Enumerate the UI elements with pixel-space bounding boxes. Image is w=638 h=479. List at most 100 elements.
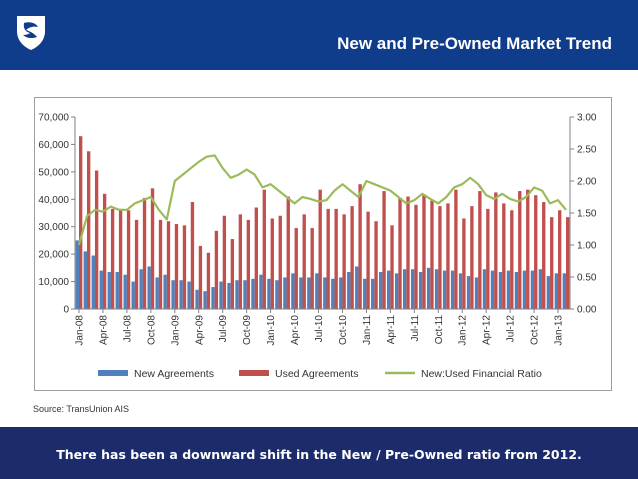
bar-new-agreements [155, 277, 159, 309]
bar-new-agreements [139, 269, 143, 309]
bar-new-agreements [171, 280, 175, 309]
bar-new-agreements [450, 270, 455, 309]
bar-new-agreements [323, 277, 327, 309]
bar-used-agreements [390, 225, 394, 309]
source-note: Source: TransUnion AIS [33, 404, 130, 414]
bar-new-agreements [75, 240, 79, 309]
bar-new-agreements [243, 280, 247, 309]
x-tick-label: Apr-10 [290, 315, 301, 345]
bar-used-agreements [382, 191, 386, 309]
bar-used-agreements [414, 204, 418, 309]
bar-new-agreements [418, 271, 423, 309]
bar-used-agreements [150, 188, 155, 309]
bar-new-agreements [562, 273, 567, 309]
bar-new-agreements [227, 282, 231, 309]
y-right-tick-label: 2.50 [577, 145, 597, 156]
x-tick-label: Jan-12 [458, 315, 469, 346]
bar-used-agreements [302, 214, 306, 309]
market-trend-chart: 0 10,000 20,000 30,000 40,000 50,000 60,000 70,… [38, 113, 597, 381]
legend-label-used: Used Agreements [275, 368, 358, 380]
bar-new-agreements [99, 270, 103, 309]
bar-used-agreements [478, 191, 482, 309]
bar-used-agreements [158, 219, 163, 309]
bar-used-agreements [142, 197, 147, 309]
bar-used-agreements [366, 211, 370, 309]
bar-new-agreements [107, 271, 111, 309]
bar-used-agreements [102, 193, 107, 309]
bar-new-agreements [387, 270, 391, 309]
bar-new-agreements [394, 273, 399, 309]
x-tick-label: Jul-09 [218, 315, 229, 343]
bar-new-agreements [402, 269, 407, 309]
legend-swatch-used [239, 370, 269, 376]
x-tick-label: Apr-11 [386, 315, 397, 345]
bar-used-agreements [550, 217, 554, 309]
x-tick-label: Apr-12 [482, 315, 493, 345]
bar-used-agreements [486, 208, 490, 309]
bar-new-agreements [203, 291, 207, 309]
bar-new-agreements [83, 251, 87, 309]
bar-new-agreements [554, 273, 559, 309]
bar-used-agreements [518, 191, 522, 309]
bar-used-agreements [118, 208, 123, 309]
y-left-tick-label: 60,000 [38, 140, 69, 151]
bar-used-agreements [270, 218, 274, 309]
bar-used-agreements [94, 170, 99, 309]
chart-frame: 0 10,000 20,000 30,000 40,000 50,000 60,000 70,… [34, 97, 612, 391]
bar-new-agreements [291, 273, 295, 309]
y-right-tick-label: 3.00 [577, 113, 597, 124]
bar-new-agreements [131, 281, 135, 309]
bar-used-agreements [254, 207, 258, 309]
bar-used-agreements [134, 219, 139, 309]
bar-used-agreements [174, 223, 179, 309]
bar-used-agreements [462, 218, 466, 309]
bar-used-agreements [86, 151, 91, 309]
bar-new-agreements [307, 277, 311, 309]
bar-used-agreements [406, 196, 410, 309]
bar-new-agreements [123, 274, 127, 309]
bar-new-agreements [259, 274, 263, 309]
legend-label-ratio: New:Used Financial Ratio [421, 368, 542, 380]
bar-new-agreements [267, 278, 271, 309]
bar-used-agreements [126, 210, 131, 309]
bar-new-agreements [211, 287, 215, 309]
bar-used-agreements [510, 210, 514, 309]
bar-used-agreements [398, 197, 402, 309]
bar-used-agreements [214, 230, 219, 309]
x-tick-label: Jan-11 [362, 315, 373, 345]
bar-new-agreements [530, 270, 535, 309]
y-right-tick-label: 1.00 [577, 241, 597, 252]
bar-used-agreements [502, 203, 506, 309]
bar-used-agreements [566, 217, 570, 309]
bar-used-agreements [190, 202, 195, 309]
bar-new-agreements [458, 273, 463, 309]
summary-text: There has been a downward shift in the N… [56, 447, 582, 462]
legend-label-new: New Agreements [134, 368, 214, 380]
bar-used-agreements [110, 208, 115, 309]
y-left-tick-label: 40,000 [38, 195, 69, 206]
bar-new-agreements [299, 277, 303, 309]
bar-new-agreements [522, 270, 527, 309]
footer-bar: There has been a downward shift in the N… [0, 427, 638, 479]
y-left-tick-label: 50,000 [38, 167, 69, 178]
y-right-tick-label: 0.50 [577, 273, 597, 284]
x-tick-label: Jan-08 [74, 315, 85, 346]
legend-swatch-new [98, 370, 128, 376]
bar-used-agreements [230, 239, 235, 309]
bar-new-agreements [251, 278, 255, 309]
bar-used-agreements [558, 210, 562, 309]
bar-new-agreements [195, 289, 199, 309]
y-left-tick-label: 30,000 [38, 222, 69, 233]
x-tick-label: Oct-12 [530, 315, 541, 345]
x-tick-label: Jul-10 [314, 315, 325, 343]
page-title: New and Pre-Owned Market Trend [337, 34, 612, 53]
bar-used-agreements [78, 136, 83, 309]
bar-used-agreements [286, 196, 290, 309]
bar-new-agreements [163, 274, 167, 309]
bar-used-agreements [294, 228, 298, 309]
bar-new-agreements [379, 271, 383, 309]
bar-used-agreements [342, 214, 346, 309]
bar-new-agreements [147, 266, 151, 309]
bar-new-agreements [275, 280, 279, 309]
bar-new-agreements [355, 266, 359, 309]
